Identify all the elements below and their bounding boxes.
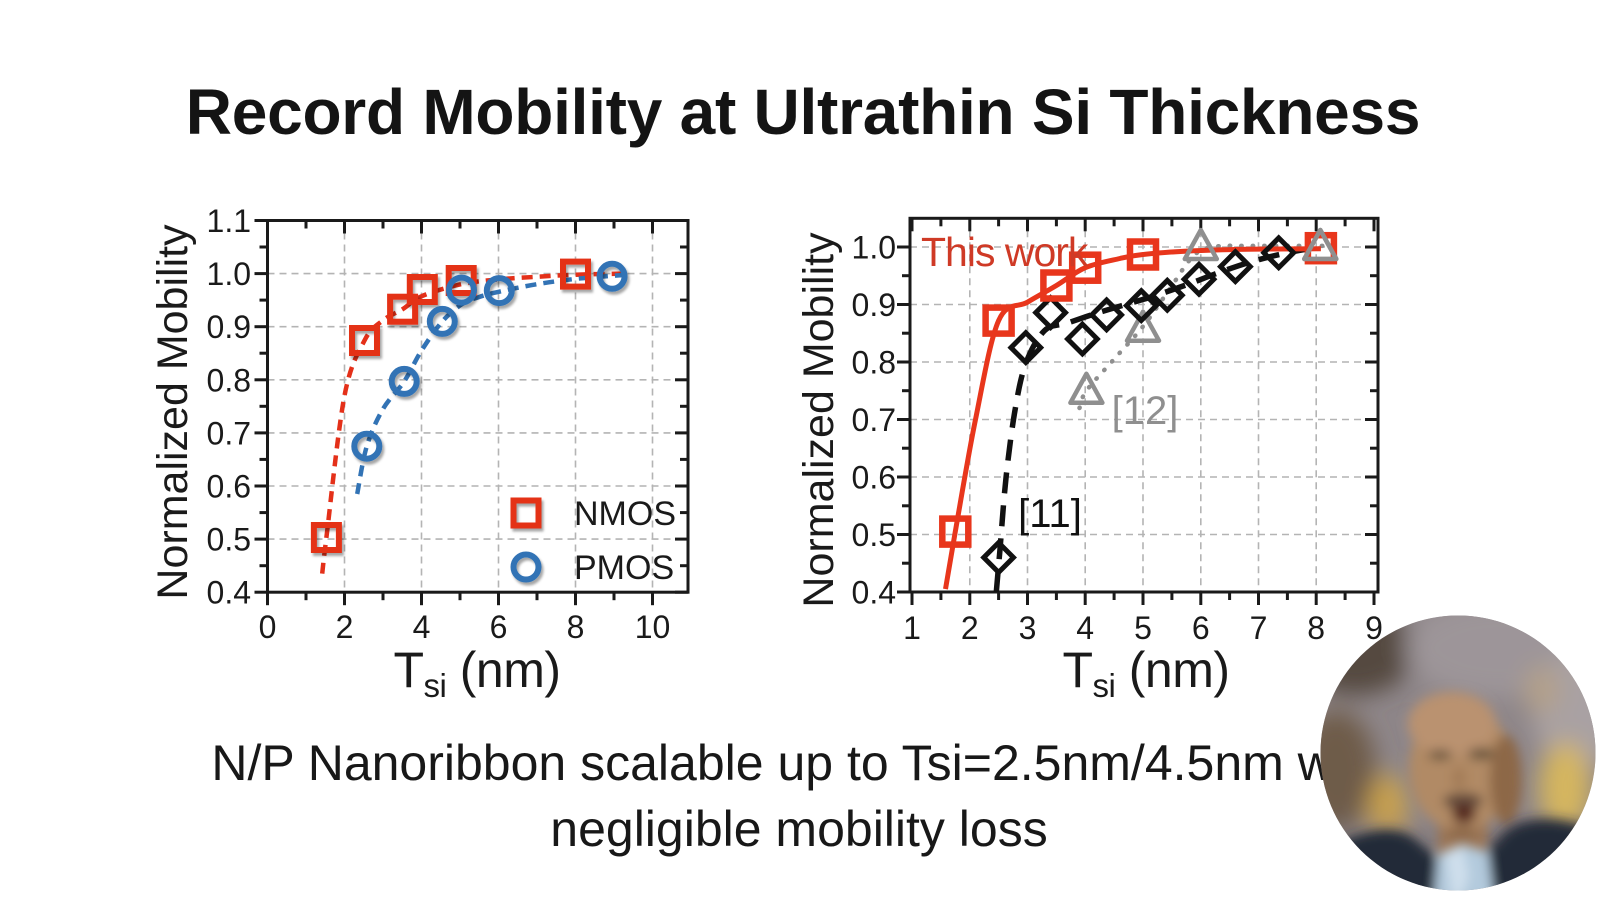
svg-text:6: 6 xyxy=(490,609,508,645)
svg-text:0.8: 0.8 xyxy=(852,345,896,381)
svg-text:0.4: 0.4 xyxy=(852,575,896,611)
svg-text:Normalized Mobility: Normalized Mobility xyxy=(795,232,843,608)
svg-text:This work: This work xyxy=(921,229,1089,275)
svg-text:2: 2 xyxy=(336,609,354,645)
svg-text:1.0: 1.0 xyxy=(207,256,251,292)
svg-text:0.9: 0.9 xyxy=(207,309,251,345)
svg-text:0.7: 0.7 xyxy=(852,402,896,438)
svg-text:0.6: 0.6 xyxy=(852,460,896,496)
svg-text:Tsi (nm): Tsi (nm) xyxy=(1062,642,1229,704)
svg-text:5: 5 xyxy=(1134,610,1152,646)
svg-text:0.5: 0.5 xyxy=(207,522,251,558)
svg-text:[12]: [12] xyxy=(1112,389,1179,433)
svg-text:8: 8 xyxy=(567,609,585,645)
svg-text:Record Mobility at Ultrathin S: Record Mobility at Ultrathin Si Thicknes… xyxy=(186,76,1420,148)
svg-text:0: 0 xyxy=(259,609,277,645)
svg-text:10: 10 xyxy=(635,609,671,645)
svg-text:1: 1 xyxy=(903,610,921,646)
svg-text:7: 7 xyxy=(1250,610,1268,646)
svg-text:0.5: 0.5 xyxy=(852,517,896,553)
svg-text:9: 9 xyxy=(1365,610,1383,646)
svg-text:0.7: 0.7 xyxy=(207,415,251,451)
svg-text:Normalized Mobility: Normalized Mobility xyxy=(149,224,197,600)
svg-text:PMOS: PMOS xyxy=(574,549,674,587)
svg-text:6: 6 xyxy=(1192,610,1210,646)
svg-text:2: 2 xyxy=(961,610,979,646)
svg-text:4: 4 xyxy=(413,609,431,645)
svg-text:4: 4 xyxy=(1076,610,1094,646)
svg-text:N/P Nanoribbon scalable up to: N/P Nanoribbon scalable up to Tsi=2.5nm/… xyxy=(211,735,1386,791)
svg-text:0.6: 0.6 xyxy=(207,469,251,505)
svg-text:1.0: 1.0 xyxy=(852,230,896,266)
svg-text:1.1: 1.1 xyxy=(207,203,251,239)
svg-text:NMOS: NMOS xyxy=(574,495,676,533)
svg-text:negligible mobility loss: negligible mobility loss xyxy=(550,801,1047,857)
svg-text:[11]: [11] xyxy=(1018,492,1082,536)
svg-text:3: 3 xyxy=(1019,610,1037,646)
svg-text:0.4: 0.4 xyxy=(207,575,251,611)
svg-text:Tsi (nm): Tsi (nm) xyxy=(393,642,560,704)
svg-text:8: 8 xyxy=(1307,610,1325,646)
svg-text:0.9: 0.9 xyxy=(852,287,896,323)
svg-text:0.8: 0.8 xyxy=(207,362,251,398)
